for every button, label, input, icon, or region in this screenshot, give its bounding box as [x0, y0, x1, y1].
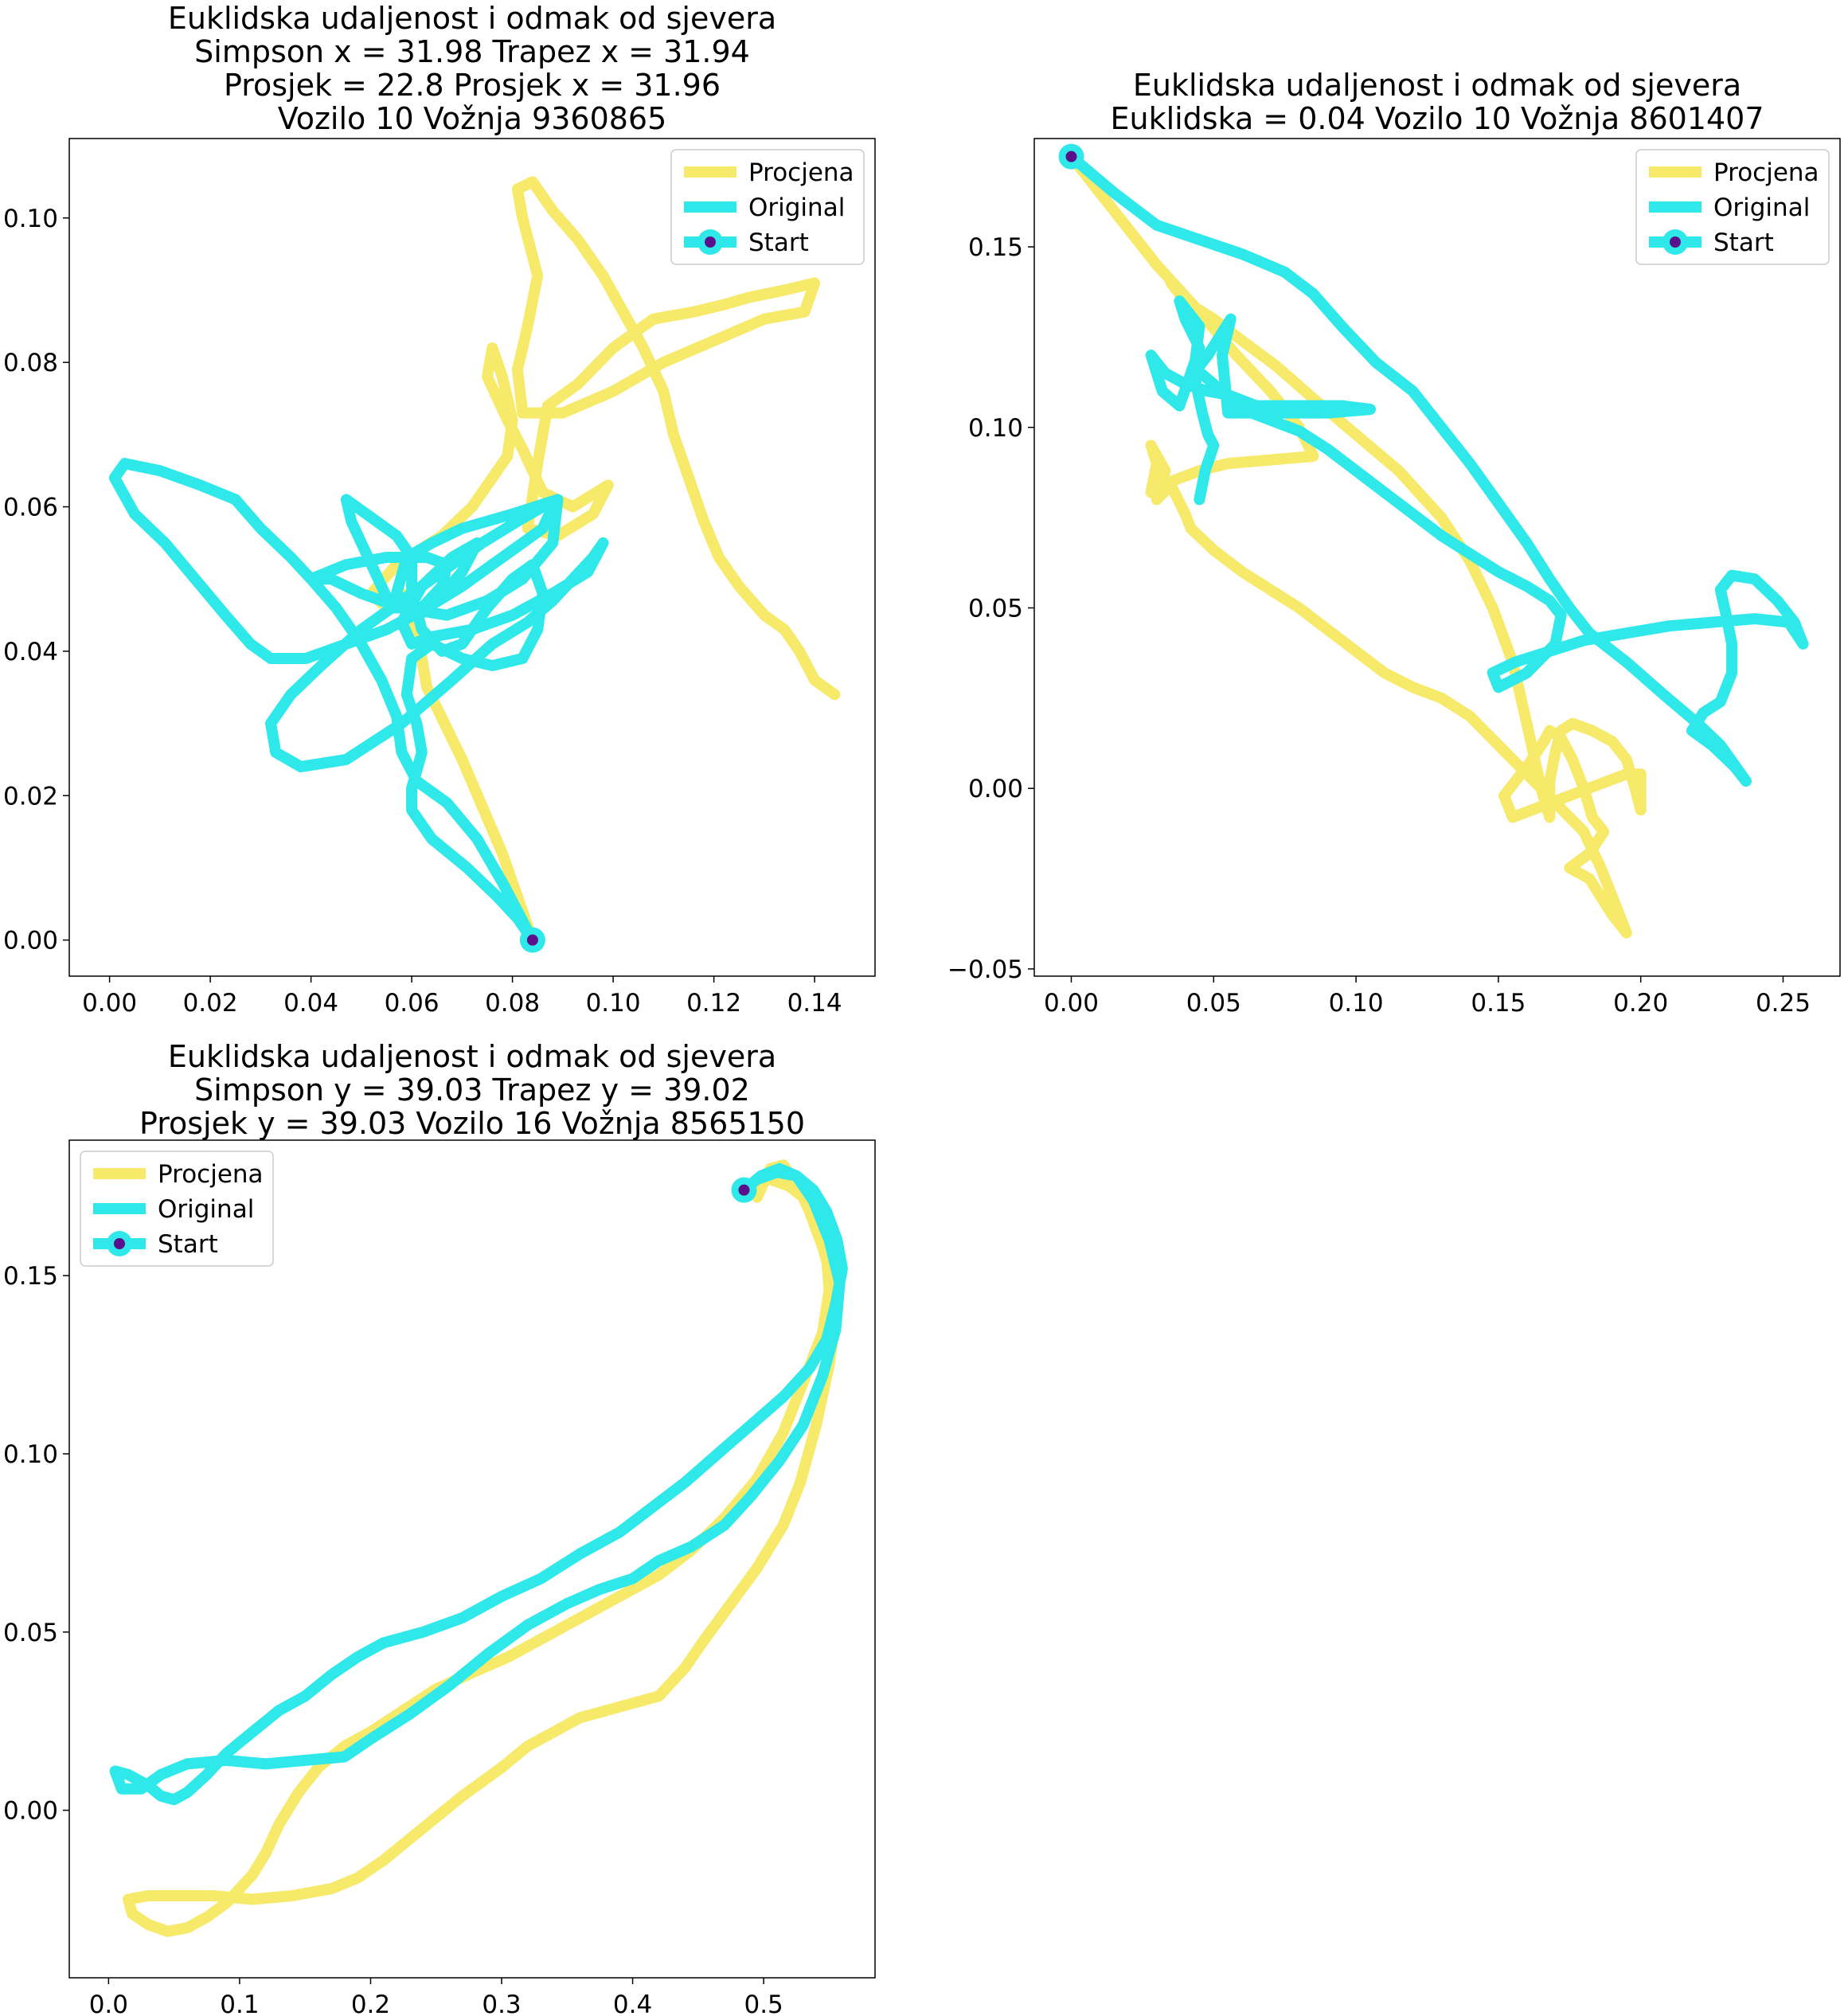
subplot-1-x-tick-label: 0.02: [183, 989, 238, 1018]
subplot-1-y-tick-label: 0.04: [3, 638, 58, 666]
subplot-3-x-tick-label: 0.5: [744, 1991, 783, 2016]
subplot-1-series-group: [108, 176, 841, 946]
subplot-1-legend: Procjena Original Start: [670, 149, 865, 265]
subplot-2-legend: Procjena Original Start: [1635, 149, 1830, 265]
subplot-3-x-tick-label: 0.2: [351, 1991, 390, 2016]
subplot-2-axes-frame: [1033, 138, 1841, 977]
subplot-1-axes-frame: [68, 138, 876, 977]
subplot-1-y-tick-label: 0.00: [3, 927, 58, 955]
subplot-3: Euklidska udaljenost i odmak od sjevera …: [3, 1039, 876, 2016]
subplot-1-legend-label: Procjena: [748, 158, 854, 187]
subplot-3-x-tick-label: 0.3: [482, 1991, 521, 2016]
subplot-3-x-tick-label: 0.1: [220, 1991, 259, 2016]
subplot-2-x-tick-label: 0.05: [1186, 989, 1241, 1018]
subplot-1-legend-start-dot: [705, 236, 716, 248]
subplot-2-y-tick-label: 0.10: [968, 414, 1023, 443]
subplot-1-y-tick-label: 0.10: [3, 205, 58, 233]
subplot-3-y-tick-label: 0.10: [3, 1440, 58, 1469]
subplot-1-title-line-2: Simpson x = 31.98 Trapez x = 31.94: [194, 34, 750, 69]
subplot-2-x-tick-label: 0.25: [1756, 989, 1811, 1018]
subplot-2-legend-label: Start: [1713, 229, 1774, 257]
subplot-2-title-line-1: Euklidska udaljenost i odmak od sjevera: [1133, 68, 1741, 103]
subplot-1-series-procjena: [365, 176, 841, 946]
subplot-1-title-line-1: Euklidska udaljenost i odmak od sjevera: [168, 1, 776, 36]
subplot-3-y-tick-label: 0.05: [3, 1619, 58, 1647]
subplot-2-legend-label: Procjena: [1713, 158, 1819, 187]
subplot-3-title-line-3: Prosjek y = 39.03 Vozilo 16 Vožnja 85651…: [139, 1106, 805, 1141]
subplot-1-x-tick-label: 0.04: [283, 989, 338, 1018]
subplot-3-legend-start-dot: [114, 1238, 125, 1249]
subplot-3-legend: Procjena Original Start: [80, 1151, 274, 1267]
subplot-1-x-tick-label: 0.12: [686, 989, 741, 1018]
subplot-2-legend-label: Original: [1713, 193, 1810, 222]
subplot-1-series-original: [108, 458, 609, 946]
subplot-1-x-tick-label: 0.06: [385, 989, 440, 1018]
subplot-3-start-marker-dot: [738, 1184, 750, 1196]
subplot-2-y-tick-label: 0.05: [968, 594, 1023, 623]
subplot-2-x-tick-label: 0.00: [1044, 989, 1099, 1018]
subplot-1-y-tick-label: 0.06: [3, 494, 58, 522]
subplot-1-y-tick-label: 0.02: [3, 782, 58, 811]
subplot-2-series-original: [1065, 150, 1809, 787]
subplot-3-legend-label: Original: [158, 1195, 254, 1224]
subplot-2-start-marker-dot: [1065, 150, 1077, 162]
subplot-3-series-original: [109, 1162, 848, 1806]
subplot-2: Euklidska udaljenost i odmak od sjevera …: [947, 68, 1841, 1018]
subplot-3-x-tick-label: 0.4: [613, 1991, 652, 2016]
subplot-2-x-tick-label: 0.15: [1471, 989, 1526, 1018]
subplot-1-title-line-4: Vozilo 10 Vožnja 9360865: [278, 101, 667, 136]
subplot-1-x-tick-label: 0.14: [787, 989, 842, 1018]
subplot-3-series-group: [109, 1159, 848, 1937]
subplot-1: Euklidska udaljenost i odmak od sjevera …: [3, 1, 876, 1018]
subplot-2-x-tick-label: 0.20: [1613, 989, 1668, 1018]
subplot-2-legend-start-dot: [1670, 236, 1681, 248]
subplot-1-x-tick-label: 0.08: [485, 989, 540, 1018]
subplot-3-legend-label: Start: [158, 1230, 218, 1259]
subplot-3-title-line-2: Simpson y = 39.03 Trapez y = 39.02: [194, 1072, 750, 1108]
subplot-2-y-tick-label: −0.05: [947, 955, 1023, 984]
subplot-3-series-procjena: [123, 1159, 842, 1937]
subplot-2-series-group: [1065, 150, 1809, 939]
subplot-2-x-tick-label: 0.10: [1329, 989, 1384, 1018]
subplot-3-legend-label: Procjena: [158, 1160, 264, 1189]
subplot-1-legend-label: Start: [748, 229, 809, 257]
subplot-3-y-tick-label: 0.15: [3, 1262, 58, 1291]
subplot-1-x-tick-label: 0.10: [586, 989, 641, 1018]
subplot-1-title-line-3: Prosjek = 22.8 Prosjek x = 31.96: [224, 68, 721, 103]
subplot-1-legend-label: Original: [748, 193, 845, 222]
subplot-2-y-tick-label: 0.00: [968, 775, 1023, 803]
subplot-1-start-marker-dot: [526, 934, 538, 946]
subplot-2-title-line-2: Euklidska = 0.04 Vozilo 10 Vožnja 860140…: [1110, 101, 1764, 136]
subplot-3-axes-frame: [68, 1139, 876, 1979]
subplot-2-series-procjena: [1065, 150, 1647, 939]
subplot-1-y-tick-label: 0.08: [3, 349, 58, 377]
subplot-2-y-tick-label: 0.15: [968, 233, 1023, 262]
subplot-3-x-tick-label: 0.0: [89, 1991, 128, 2016]
subplot-3-title-line-1: Euklidska udaljenost i odmak od sjevera: [168, 1039, 776, 1074]
subplot-1-x-tick-label: 0.00: [82, 989, 137, 1018]
subplot-3-y-tick-label: 0.00: [3, 1797, 58, 1826]
